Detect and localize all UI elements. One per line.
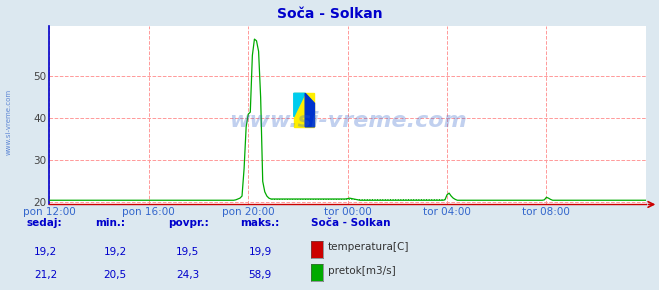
Text: 21,2: 21,2 xyxy=(34,270,57,280)
Text: sedaj:: sedaj: xyxy=(26,218,62,228)
Text: povpr.:: povpr.: xyxy=(168,218,209,228)
Text: min.:: min.: xyxy=(96,218,126,228)
Text: 19,2: 19,2 xyxy=(34,247,57,257)
Text: 19,2: 19,2 xyxy=(103,247,127,257)
Text: www.si-vreme.com: www.si-vreme.com xyxy=(229,110,467,130)
Text: temperatura[C]: temperatura[C] xyxy=(328,242,410,252)
Text: 58,9: 58,9 xyxy=(248,270,272,280)
Text: www.si-vreme.com: www.si-vreme.com xyxy=(5,89,11,155)
Text: 24,3: 24,3 xyxy=(176,270,199,280)
Text: Soča - Solkan: Soča - Solkan xyxy=(277,7,382,21)
Text: 20,5: 20,5 xyxy=(103,270,127,280)
Text: 19,5: 19,5 xyxy=(176,247,199,257)
Polygon shape xyxy=(305,93,314,127)
Text: Soča - Solkan: Soča - Solkan xyxy=(311,218,391,228)
Bar xyxy=(294,93,314,127)
Text: pretok[m3/s]: pretok[m3/s] xyxy=(328,266,396,275)
Text: maks.:: maks.: xyxy=(241,218,280,228)
Text: 19,9: 19,9 xyxy=(248,247,272,257)
Polygon shape xyxy=(294,93,305,117)
